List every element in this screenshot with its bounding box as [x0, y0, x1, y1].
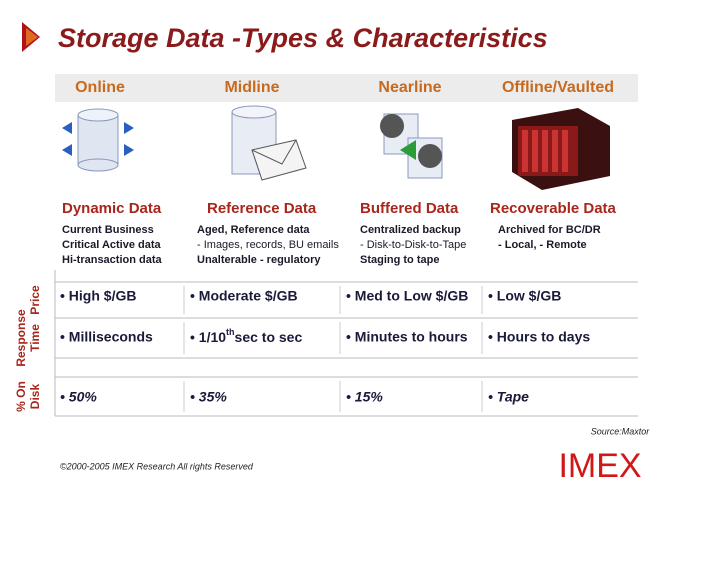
midline-icon [231, 105, 307, 181]
copyright: ©2000-2005 IMEX Research All rights Rese… [60, 461, 254, 471]
logo: IMEX [558, 447, 641, 485]
description-line: Unalterable - regulatory [197, 254, 321, 266]
cell: • Low $/GB [488, 288, 561, 304]
cell: • 35% [190, 389, 227, 405]
cell: • Tape [488, 389, 529, 405]
data-type: Dynamic Data [62, 200, 162, 217]
row-label: Response [14, 309, 28, 367]
column-header: Midline [224, 79, 279, 96]
data-type: Recoverable Data [490, 200, 617, 217]
description-line: Hi-transaction data [62, 254, 163, 266]
cell: • Minutes to hours [346, 329, 468, 345]
offline-icon [512, 108, 610, 190]
title: Storage Data -Types & Characteristics [58, 23, 548, 53]
description-line: - Images, records, BU emails [197, 239, 339, 251]
cell: • Med to Low $/GB [346, 288, 468, 304]
cell: • High $/GB [60, 288, 136, 304]
column-header: Offline/Vaulted [502, 79, 614, 96]
header-band [55, 74, 638, 102]
description-line: - Local, - Remote [498, 239, 587, 251]
data-type: Reference Data [207, 200, 317, 217]
cell-text: • 1/10 [190, 329, 226, 345]
description-line: Current Business [62, 224, 154, 236]
online-icon [62, 108, 134, 172]
description-line: - Disk-to-Disk-to-Tape [360, 239, 466, 251]
title-arrow-inner [26, 28, 38, 46]
cell-text: sec to sec [235, 329, 303, 345]
cell-sup: th [226, 327, 235, 337]
description-line: Aged, Reference data [197, 224, 310, 236]
row-label: Price [28, 285, 42, 315]
description-line: Centralized backup [360, 224, 461, 236]
column-header: Nearline [378, 79, 441, 96]
nearline-icon [380, 113, 443, 179]
cell: • Moderate $/GB [190, 288, 298, 304]
description-line: Staging to tape [360, 254, 439, 266]
data-type: Buffered Data [360, 200, 459, 217]
row-label: Disk [28, 384, 42, 410]
description-line: Critical Active data [62, 239, 162, 251]
cell: • Hours to days [488, 329, 590, 345]
cell: • 15% [346, 389, 383, 405]
source: Source:Maxtor [591, 426, 651, 436]
cell: • 1/10thsec to sec [190, 327, 302, 344]
description-line: Archived for BC/DR [498, 224, 601, 236]
row-label: % On [14, 381, 28, 412]
cell: • Milliseconds [60, 329, 153, 345]
row-label: Time [28, 324, 42, 352]
column-header: Online [75, 79, 125, 96]
cell: • 50% [60, 389, 97, 405]
